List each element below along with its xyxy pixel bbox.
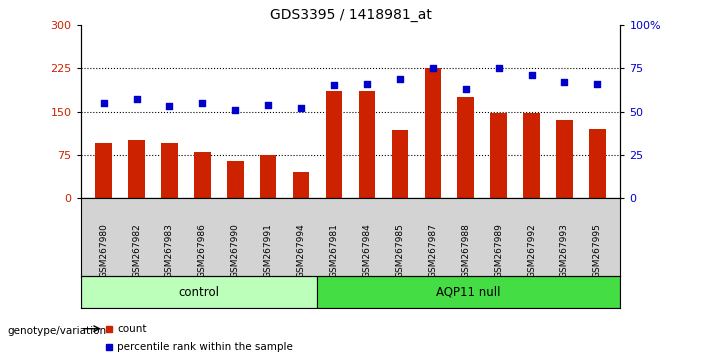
Point xyxy=(164,103,175,109)
Bar xyxy=(491,113,507,198)
Bar xyxy=(359,91,375,198)
Bar xyxy=(81,276,317,308)
Point xyxy=(329,82,340,88)
Point xyxy=(427,65,438,71)
Point xyxy=(197,100,208,106)
Point xyxy=(592,81,603,87)
Point xyxy=(131,97,142,102)
Bar xyxy=(326,91,342,198)
Text: control: control xyxy=(178,286,219,298)
Point xyxy=(296,105,307,111)
Bar xyxy=(227,161,243,198)
Text: count: count xyxy=(117,324,147,334)
Bar xyxy=(523,113,540,198)
Point xyxy=(98,100,109,106)
Bar xyxy=(556,120,573,198)
Bar xyxy=(293,172,309,198)
Bar xyxy=(260,155,276,198)
Bar xyxy=(194,152,210,198)
Bar xyxy=(458,97,474,198)
Bar xyxy=(317,276,620,308)
Bar xyxy=(128,141,145,198)
Point xyxy=(559,79,570,85)
Point xyxy=(263,102,274,107)
Point xyxy=(460,86,471,92)
Point xyxy=(230,107,241,113)
Bar xyxy=(161,143,178,198)
Text: percentile rank within the sample: percentile rank within the sample xyxy=(117,342,293,352)
Point xyxy=(493,65,504,71)
Title: GDS3395 / 1418981_at: GDS3395 / 1418981_at xyxy=(270,8,431,22)
Bar xyxy=(425,68,441,198)
Point xyxy=(394,76,405,81)
Bar xyxy=(589,129,606,198)
Text: genotype/variation: genotype/variation xyxy=(7,326,106,336)
Point xyxy=(361,81,372,87)
Bar xyxy=(95,143,112,198)
Text: AQP11 null: AQP11 null xyxy=(436,286,501,298)
Point xyxy=(526,72,537,78)
Bar xyxy=(392,130,408,198)
